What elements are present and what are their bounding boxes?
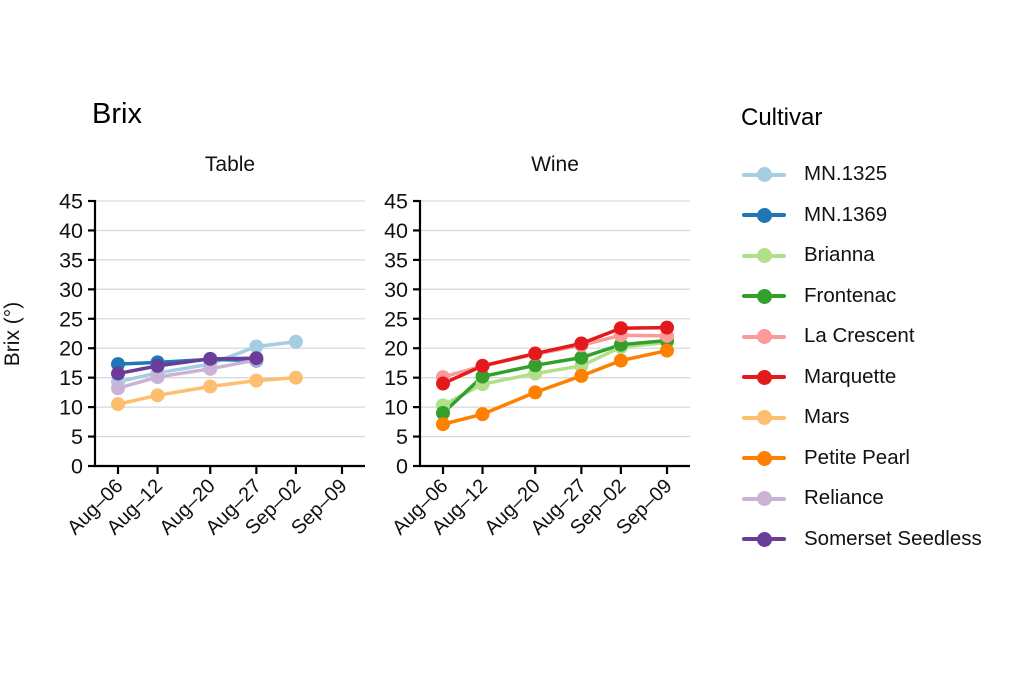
legend-item: Somerset Seedless (741, 519, 982, 560)
legend-item-label: Marquette (804, 364, 897, 388)
legend-item: Reliance (741, 478, 982, 519)
series-point-somerset-seedless (111, 366, 125, 381)
series-point-frontenac (475, 369, 490, 384)
y-tick-label: 45 (59, 190, 83, 214)
legend: Cultivar MN.1325 MN.1369 Brianna Fronten… (741, 104, 982, 559)
series-point-petite-pearl (660, 343, 674, 358)
line-dot-marker-icon (741, 165, 787, 183)
line-dot-marker-icon (741, 530, 787, 548)
y-tick-label: 5 (396, 425, 408, 449)
line-dot-marker-icon (741, 489, 787, 507)
series-point-mars (288, 370, 303, 385)
y-tick-label: 20 (384, 337, 408, 361)
legend-item-label: Somerset Seedless (804, 526, 982, 550)
y-tick-label: 25 (59, 307, 83, 331)
y-tick-label: 0 (71, 455, 83, 479)
y-tick-label: 15 (384, 366, 408, 390)
series-point-somerset-seedless (150, 358, 165, 373)
series-line-reliance (116, 358, 259, 391)
legend-item: MN.1369 (741, 195, 982, 236)
series-point-frontenac (574, 350, 589, 365)
y-tick-label: 35 (59, 248, 83, 272)
series-line-marquette (441, 325, 669, 386)
series-point-mn-1325 (249, 339, 264, 354)
series-point-marquette (436, 376, 450, 391)
y-tick-label: 40 (59, 219, 83, 243)
y-tick-label: 10 (384, 396, 408, 420)
y-tick-label: 35 (384, 248, 408, 272)
series-point-mars (111, 397, 125, 412)
series-point-reliance (203, 361, 218, 376)
legend-item-label: Reliance (804, 486, 884, 510)
series-point-mars (203, 379, 218, 394)
series-point-mars (150, 388, 165, 403)
legend-item: Marquette (741, 357, 982, 398)
line-dot-marker-icon (741, 408, 787, 426)
series-point-petite-pearl (528, 385, 543, 400)
series-point-reliance (111, 381, 125, 396)
facet-title-table: Table (204, 153, 256, 176)
facet-title-wine: Wine (531, 153, 579, 176)
line-dot-marker-icon (741, 368, 787, 386)
y-tick-label: 30 (384, 278, 408, 302)
series-point-marquette (528, 346, 543, 361)
series-point-somerset-seedless (203, 351, 218, 366)
line-dot-marker-icon (741, 449, 787, 467)
y-tick-label: 15 (59, 366, 83, 390)
series-point-mn-1325 (288, 334, 303, 349)
legend-item-label: Petite Pearl (804, 445, 910, 469)
line-dot-marker-icon (741, 206, 787, 224)
y-tick-label: 30 (59, 278, 83, 302)
y-tick-label: 5 (71, 425, 83, 449)
series-point-petite-pearl (574, 368, 589, 383)
legend-item: Frontenac (741, 276, 982, 317)
legend-item: Mars (741, 397, 982, 438)
series-line-brianna (441, 340, 669, 408)
series-point-petite-pearl (436, 417, 450, 432)
series-point-petite-pearl (475, 407, 490, 422)
legend-item: La Crescent (741, 316, 982, 357)
series-point-reliance (150, 370, 165, 385)
legend-item: Petite Pearl (741, 438, 982, 479)
line-dot-marker-icon (741, 287, 787, 305)
legend-title: Cultivar (741, 104, 823, 131)
series-point-petite-pearl (613, 353, 628, 368)
y-tick-label: 45 (384, 190, 408, 214)
y-tick-label: 25 (384, 307, 408, 331)
series-point-frontenac (436, 406, 450, 420)
series-line-somerset-seedless (116, 356, 259, 376)
series-point-marquette (475, 358, 490, 373)
series-point-marquette (574, 336, 589, 351)
series-point-frontenac (528, 358, 543, 373)
legend-item-label: Brianna (804, 243, 875, 267)
series-point-marquette (613, 321, 628, 336)
y-tick-label: 0 (396, 455, 408, 479)
legend-item: MN.1325 (741, 154, 982, 195)
legend-item-label: Mars (804, 405, 850, 429)
legend-item-label: MN.1325 (804, 162, 888, 186)
legend-item-label: MN.1369 (804, 202, 888, 226)
line-dot-marker-icon (741, 327, 787, 345)
series-point-marquette (660, 320, 674, 335)
legend-item: Brianna (741, 235, 982, 276)
line-dot-marker-icon (741, 246, 787, 264)
chart-title: Brix (92, 98, 142, 130)
y-tick-label: 10 (59, 396, 83, 420)
series-point-mars (249, 373, 264, 388)
legend-item-label: La Crescent (804, 324, 915, 348)
legend-item-label: Frontenac (804, 283, 897, 307)
y-tick-label: 20 (59, 337, 83, 361)
y-tick-label: 40 (384, 219, 408, 243)
series-point-somerset-seedless (249, 351, 264, 366)
